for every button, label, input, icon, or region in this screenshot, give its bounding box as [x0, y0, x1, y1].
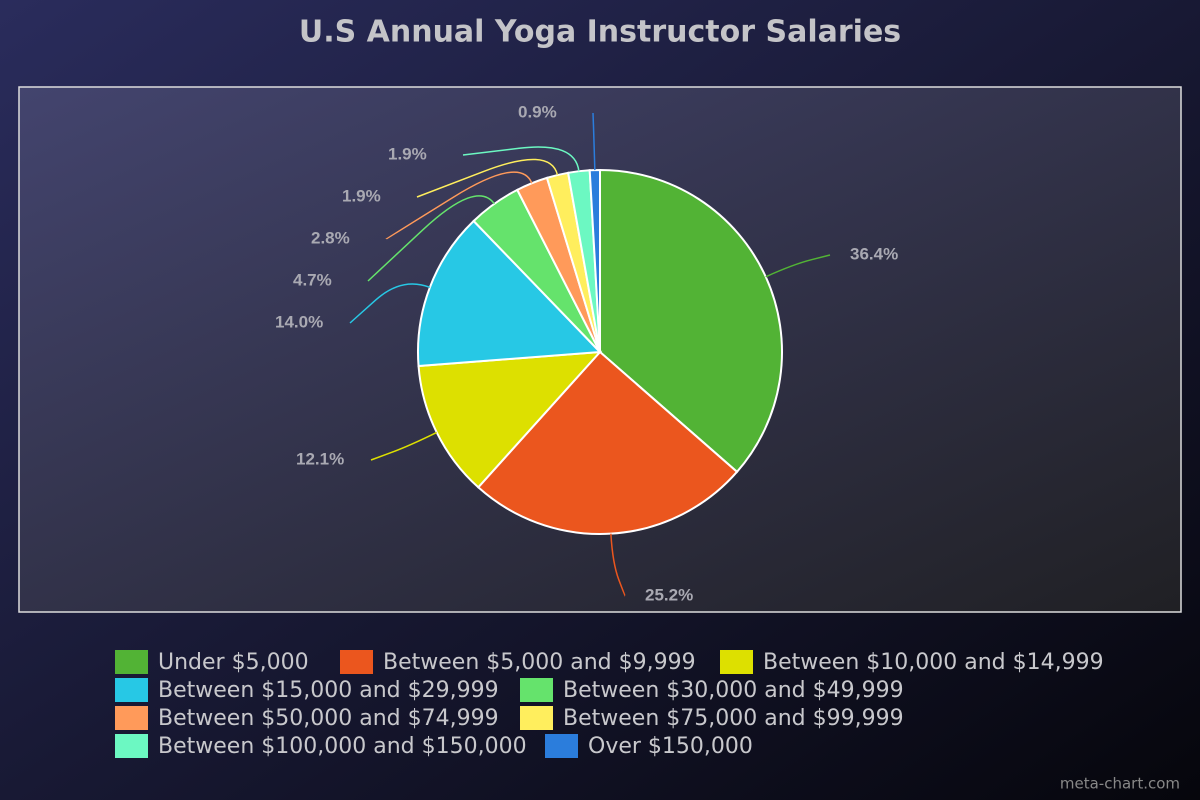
data-label: 36.4%: [850, 244, 898, 263]
legend-swatch: [115, 650, 148, 674]
legend-swatch: [115, 678, 148, 702]
leader-line: [765, 254, 831, 278]
data-label: 25.2%: [645, 585, 693, 604]
leader-line: [416, 158, 559, 198]
legend-label: Between $15,000 and $29,999: [158, 678, 499, 703]
pie-slice: [417, 350, 603, 489]
pie-slice: [588, 168, 601, 353]
leader-line: [462, 146, 580, 172]
legend-swatch: [115, 706, 148, 730]
legend-label: Between $10,000 and $14,999: [763, 650, 1104, 675]
legend-label: Between $100,000 and $150,000: [158, 734, 527, 759]
legend-label: Between $30,000 and $49,999: [563, 678, 904, 703]
legend-label: Between $5,000 and $9,999: [383, 650, 696, 675]
data-label: 4.7%: [293, 270, 332, 289]
leader-line: [385, 171, 533, 240]
legend-swatch: [720, 650, 753, 674]
data-label: 2.8%: [311, 228, 350, 247]
data-label: 0.9%: [518, 102, 557, 121]
legend-label: Between $75,000 and $99,999: [563, 706, 904, 731]
data-label: 12.1%: [296, 449, 344, 468]
data-label: 14.0%: [275, 312, 323, 331]
chart-title: U.S Annual Yoga Instructor Salaries: [299, 15, 901, 50]
legend-swatch: [545, 734, 578, 758]
data-label: 1.9%: [342, 186, 381, 205]
leader-line: [610, 533, 626, 597]
leader-line: [370, 431, 438, 461]
legend-label: Over $150,000: [588, 734, 753, 759]
legend-label: Between $50,000 and $74,999: [158, 706, 499, 731]
legend-swatch: [115, 734, 148, 758]
leader-line: [592, 112, 596, 171]
legend-swatch: [340, 650, 373, 674]
legend-swatch: [520, 678, 553, 702]
data-label: 1.9%: [388, 144, 427, 163]
pie-slice: [417, 219, 603, 368]
legend-swatch: [520, 706, 553, 730]
leader-line: [349, 283, 431, 324]
legend-label: Under $5,000: [158, 650, 309, 675]
watermark: meta-chart.com: [1060, 775, 1180, 793]
leader-line: [367, 195, 495, 282]
